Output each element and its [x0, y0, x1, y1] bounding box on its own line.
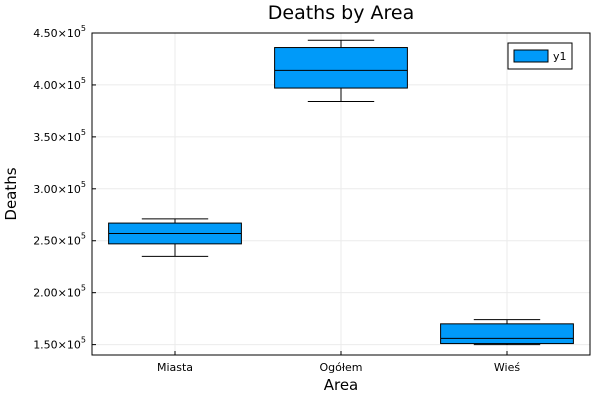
- y-tick-label: 2.00×105: [33, 284, 86, 300]
- x-ticks: Miasta Ogółem Wieś: [157, 351, 520, 374]
- x-tick-label: Wieś: [494, 361, 520, 374]
- iqr-box: [440, 323, 574, 345]
- legend: y1: [507, 42, 573, 70]
- x-axis-label: Area: [324, 376, 359, 394]
- box-plot-miasta: [108, 218, 242, 257]
- x-tick-label: Ogółem: [320, 361, 363, 374]
- y-tick-label: 1.50×105: [33, 336, 86, 352]
- box-plot-wieś: [440, 319, 574, 346]
- y-tick-label: 3.00×105: [33, 180, 86, 196]
- boxes: [108, 39, 574, 346]
- legend-label: y1: [553, 50, 567, 63]
- y-tick-label: 3.50×105: [33, 128, 86, 144]
- legend-swatch: [513, 49, 549, 63]
- y-tick-label: 4.50×105: [33, 24, 86, 40]
- chart-title: Deaths by Area: [268, 2, 414, 24]
- y-axis-label: Deaths: [2, 167, 20, 220]
- y-tick-label: 2.50×105: [33, 232, 86, 248]
- iqr-box: [274, 47, 408, 89]
- box-plot-ogółem: [274, 39, 408, 103]
- y-tick-label: 4.00×105: [33, 76, 86, 92]
- y-ticks: 1.50×105 2.00×105 2.50×105 3.00×105 3.50×105…: [33, 24, 96, 352]
- x-tick-label: Miasta: [157, 361, 193, 374]
